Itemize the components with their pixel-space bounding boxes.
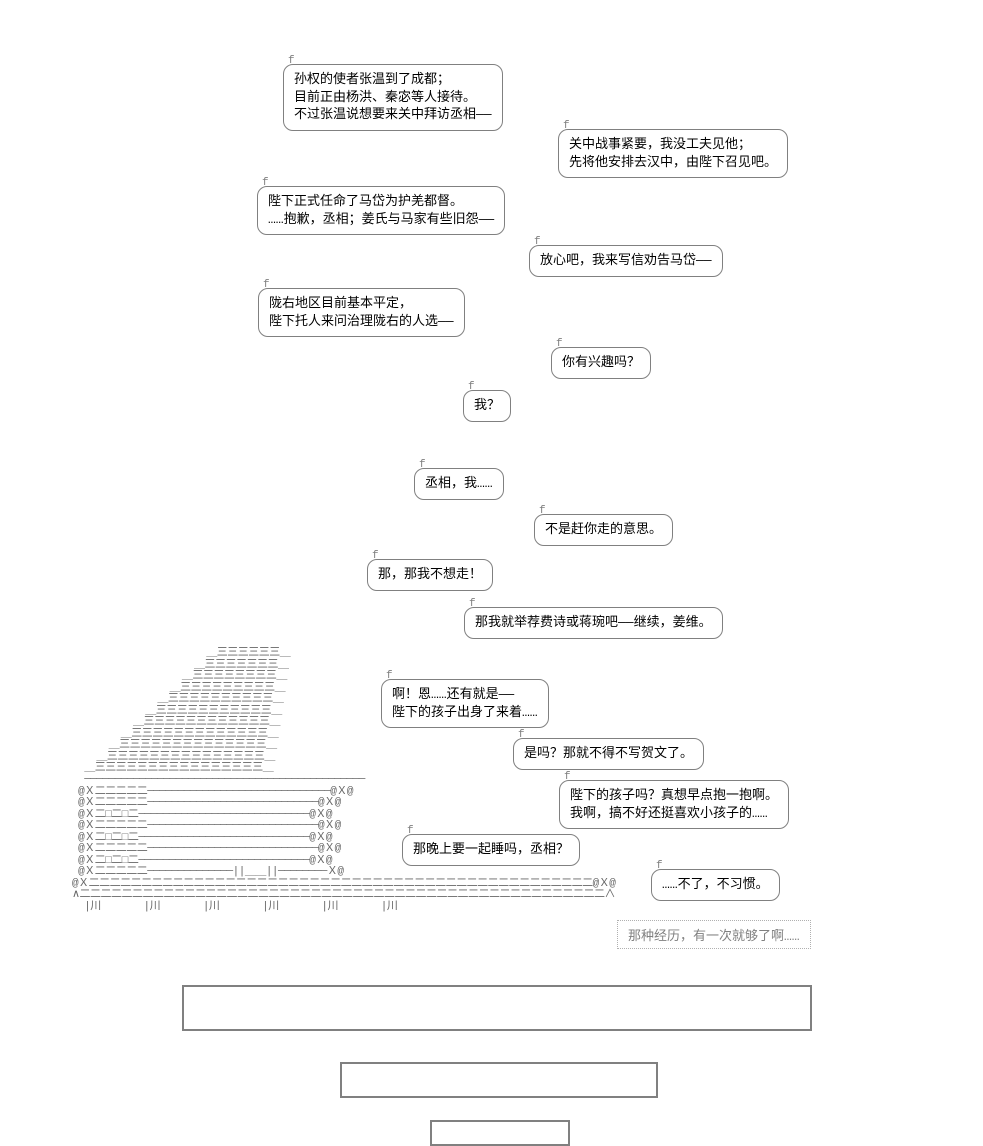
- canvas: ＿三三三三三三＿ ＿三三三三三三三＿ ＿三三三三三三三三＿ ＿三三三三三三三三三…: [0, 20, 983, 1100]
- dialogue-line: 不过张温说想要来关中拜访丞相——: [294, 106, 492, 124]
- dialogue-line: ……抱歉，丞相；姜氏与马家有些旧怨——: [268, 211, 494, 229]
- dialogue-line: 放心吧，我来写信劝告马岱——: [540, 252, 712, 270]
- dialogue-line: 你有兴趣吗？: [562, 354, 640, 372]
- dialogue-line: 那晚上要一起睡吗，丞相？: [413, 841, 569, 859]
- dialogue-bubble: 陇右地区目前基本平定，陛下托人来问治理陇右的人选——: [258, 288, 465, 337]
- dialogue-bubble: 那晚上要一起睡吗，丞相？: [402, 834, 580, 866]
- dialogue-bubble: 丞相，我……: [414, 468, 504, 500]
- dialogue-bubble: 关中战事紧要，我没工夫见他；先将他安排去汉中，由陛下召见吧。: [558, 129, 788, 178]
- dialogue-bubble: 啊！恩……还有就是——陛下的孩子出身了来着……: [381, 679, 549, 728]
- dialogue-line: 孙权的使者张温到了成都；: [294, 71, 492, 89]
- empty-panel: [340, 1062, 658, 1098]
- dialogue-bubble: 陛下的孩子吗？真想早点抱一抱啊。我啊，搞不好还挺喜欢小孩子的……: [559, 780, 789, 829]
- empty-panel: [182, 985, 812, 1031]
- dialogue-line: 我？: [474, 397, 500, 415]
- dialogue-line: 陛下托人来问治理陇右的人选——: [269, 313, 454, 331]
- dialogue-bubble: 我？: [463, 390, 511, 422]
- dialogue-bubble: 你有兴趣吗？: [551, 347, 651, 379]
- dialogue-line: 目前正由杨洪、秦宓等人接待。: [294, 89, 492, 107]
- dialogue-bubble: 是吗？那就不得不写贺文了。: [513, 738, 704, 770]
- dialogue-line: 那我就举荐费诗或蒋琬吧——继续，姜维。: [475, 614, 712, 632]
- dialogue-bubble: 孙权的使者张温到了成都；目前正由杨洪、秦宓等人接待。不过张温说想要来关中拜访丞相…: [283, 64, 503, 131]
- dialogue-line: 我啊，搞不好还挺喜欢小孩子的……: [570, 805, 778, 823]
- dialogue-line: 陛下正式任命了马岱为护羌都督。: [268, 193, 494, 211]
- dialogue-line: 陇右地区目前基本平定，: [269, 295, 454, 313]
- dialogue-bubble: 那我就举荐费诗或蒋琬吧——继续，姜维。: [464, 607, 723, 639]
- dialogue-bubble: ……不了，不习惯。: [651, 869, 780, 901]
- dialogue-line: 陛下的孩子吗？真想早点抱一抱啊。: [570, 787, 778, 805]
- dialogue-bubble: 放心吧，我来写信劝告马岱——: [529, 245, 723, 277]
- dialogue-line: 关中战事紧要，我没工夫见他；: [569, 136, 777, 154]
- dialogue-line: 丞相，我……: [425, 475, 493, 493]
- dialogue-line: 啊！恩……还有就是——: [392, 686, 538, 704]
- dialogue-bubble: 陛下正式任命了马岱为护羌都督。……抱歉，丞相；姜氏与马家有些旧怨——: [257, 186, 505, 235]
- dialogue-line: ……不了，不习惯。: [662, 876, 769, 894]
- dialogue-line: 那，那我不想走！: [378, 566, 482, 584]
- dialogue-bubble: 那，那我不想走！: [367, 559, 493, 591]
- dialogue-line: 陛下的孩子出身了来着……: [392, 704, 538, 722]
- dialogue-line: 是吗？那就不得不写贺文了。: [524, 745, 693, 763]
- dialogue-line: 先将他安排去汉中，由陛下召见吧。: [569, 154, 777, 172]
- dialogue-bubble: 不是赶你走的意思。: [534, 514, 673, 546]
- dialogue-line: 不是赶你走的意思。: [545, 521, 662, 539]
- thought-box: 那种经历，有一次就够了啊……: [617, 920, 811, 949]
- empty-panel: [430, 1120, 570, 1146]
